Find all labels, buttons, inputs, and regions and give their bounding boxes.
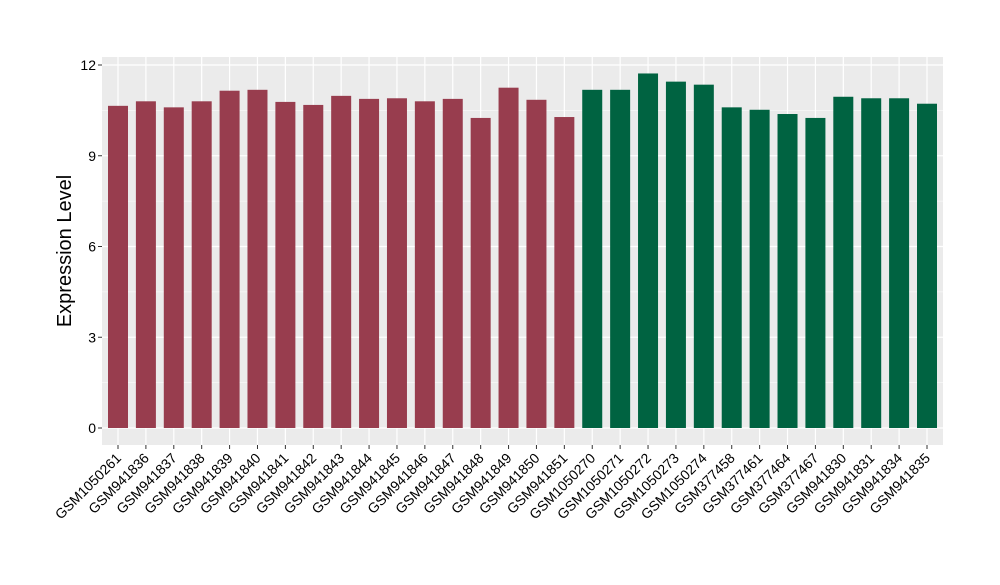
y-tick-label: 9	[88, 148, 96, 164]
y-axis: 0 3 6 9 12	[80, 57, 102, 436]
bar	[135, 101, 156, 429]
bar	[889, 98, 910, 429]
bar	[610, 89, 631, 429]
bar	[777, 114, 798, 428]
bar	[359, 98, 380, 428]
bar	[833, 96, 854, 428]
bar	[498, 87, 519, 428]
bar	[303, 104, 324, 429]
bar	[638, 73, 659, 428]
bar	[554, 117, 575, 428]
bar	[275, 101, 296, 428]
y-tick-label: 0	[88, 420, 96, 436]
bar	[247, 89, 268, 429]
bar	[331, 95, 352, 428]
bar	[470, 117, 491, 428]
bar	[805, 117, 826, 428]
bar	[721, 107, 742, 428]
x-axis: GSM1050261GSM941836GSM941837GSM941838GSM…	[52, 445, 933, 522]
bar	[163, 107, 184, 428]
y-tick-label: 6	[88, 239, 96, 255]
bar	[749, 109, 770, 429]
y-tick-label: 12	[80, 57, 96, 73]
y-tick-label: 3	[88, 329, 96, 345]
bar	[693, 84, 714, 428]
y-axis-title: Expression Level	[54, 175, 76, 327]
bar	[219, 90, 240, 429]
bar	[665, 81, 686, 428]
plot-panel	[102, 57, 943, 445]
bar	[526, 99, 547, 428]
bar	[386, 98, 407, 429]
bar	[191, 101, 212, 429]
bar	[414, 101, 435, 429]
bar	[917, 103, 937, 428]
bar	[108, 105, 128, 429]
bar	[442, 98, 463, 428]
bar	[582, 89, 603, 429]
bars	[108, 73, 937, 429]
bar	[861, 98, 882, 429]
